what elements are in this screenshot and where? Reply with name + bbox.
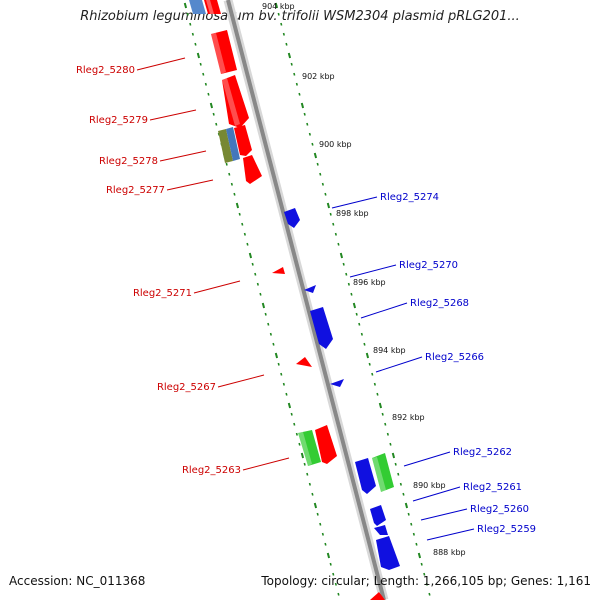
scale-label: 902 kbp [302, 72, 335, 81]
label-connector [403, 451, 451, 467]
gene-rleg2-5274[interactable] [284, 208, 300, 228]
scale-label: 898 kbp [336, 209, 369, 218]
gene-label-reverse[interactable]: Rleg2_5259 [477, 524, 536, 535]
topology-text: Topology: circular; Length: 1,266,105 bp… [261, 574, 591, 588]
gene-rleg2-5267[interactable] [296, 357, 312, 367]
reverse-labels: Rleg2_5274 Rleg2_5270 Rleg2_5268 Rleg2_5266… [331, 192, 536, 541]
gene-rleg2-5260[interactable] [374, 525, 388, 535]
gene-label-forward[interactable]: Rleg2_5280 [76, 65, 135, 76]
forward-labels: Rleg2_5280 Rleg2_5279 Rleg2_5278 Rleg2_5277… [76, 57, 290, 476]
gene-label-reverse[interactable]: Rleg2_5268 [410, 298, 469, 309]
scale-label: 888 kbp [433, 548, 466, 557]
gene-label-forward[interactable]: Rleg2_5267 [157, 382, 216, 393]
map-title: Rhizobium leguminosarum bv. trifolii WSM… [80, 9, 520, 24]
label-connector [217, 374, 265, 388]
scale-label: 896 kbp [353, 278, 386, 287]
scale-labels: 904 kbp 902 kbp 900 kbp 898 kbp 896 kbp 894 k… [262, 2, 466, 557]
gene-rleg2-5262[interactable] [355, 453, 394, 494]
gene-label-reverse[interactable]: Rleg2_5261 [463, 482, 522, 493]
gene-label-reverse[interactable]: Rleg2_5274 [380, 192, 439, 203]
gene-label-forward[interactable]: Rleg2_5263 [182, 465, 241, 476]
gene-rleg2-5279[interactable] [222, 75, 249, 128]
gene-top-partial[interactable] [189, 0, 221, 14]
scale-label: 894 kbp [373, 346, 406, 355]
label-connector [360, 302, 408, 319]
label-connector [193, 280, 241, 294]
gene-label-reverse[interactable]: Rleg2_5262 [453, 447, 512, 458]
label-connector [242, 457, 290, 471]
gene-rleg2-5280[interactable] [211, 30, 237, 74]
gene-label-forward[interactable]: Rleg2_5278 [99, 156, 158, 167]
backbone-track [223, 0, 389, 600]
label-connector [149, 109, 197, 121]
gene-rleg2-5268[interactable] [310, 307, 333, 349]
label-connector [426, 528, 475, 541]
gene-bottom-partial[interactable] [370, 592, 385, 600]
gene-label-reverse[interactable]: Rleg2_5260 [470, 504, 529, 515]
gene-rleg2-5259[interactable] [376, 536, 400, 570]
label-connector [375, 356, 423, 373]
gene-rleg2-5266[interactable] [330, 379, 344, 387]
gene-label-forward[interactable]: Rleg2_5279 [89, 115, 148, 126]
gene-rleg2-5278[interactable] [218, 127, 240, 163]
scale-label: 900 kbp [319, 140, 352, 149]
accession-text: Accession: NC_011368 [9, 574, 146, 588]
gene-rleg2-5261[interactable] [370, 505, 386, 526]
gene-rleg2-5270[interactable] [304, 285, 316, 293]
scale-track-left [183, 2, 340, 596]
gene-label-forward[interactable]: Rleg2_5271 [133, 288, 192, 299]
scale-label: 904 kbp [262, 2, 295, 11]
scale-track-right [274, 2, 431, 596]
gene-rleg2-5277[interactable] [234, 125, 262, 184]
gene-label-reverse[interactable]: Rleg2_5266 [425, 352, 484, 363]
label-connector [412, 486, 461, 502]
gene-label-reverse[interactable]: Rleg2_5270 [399, 260, 458, 271]
label-connector [420, 508, 468, 521]
label-connector [159, 150, 207, 162]
label-connector [331, 196, 378, 209]
label-connector [166, 179, 214, 191]
label-connector [349, 264, 397, 278]
scale-label: 892 kbp [392, 413, 425, 422]
gene-label-forward[interactable]: Rleg2_5277 [106, 185, 165, 196]
gene-rleg2-5263[interactable] [298, 425, 337, 466]
gene-rleg2-5271[interactable] [272, 267, 285, 274]
scale-label: 890 kbp [413, 481, 446, 490]
label-connector [136, 57, 186, 71]
